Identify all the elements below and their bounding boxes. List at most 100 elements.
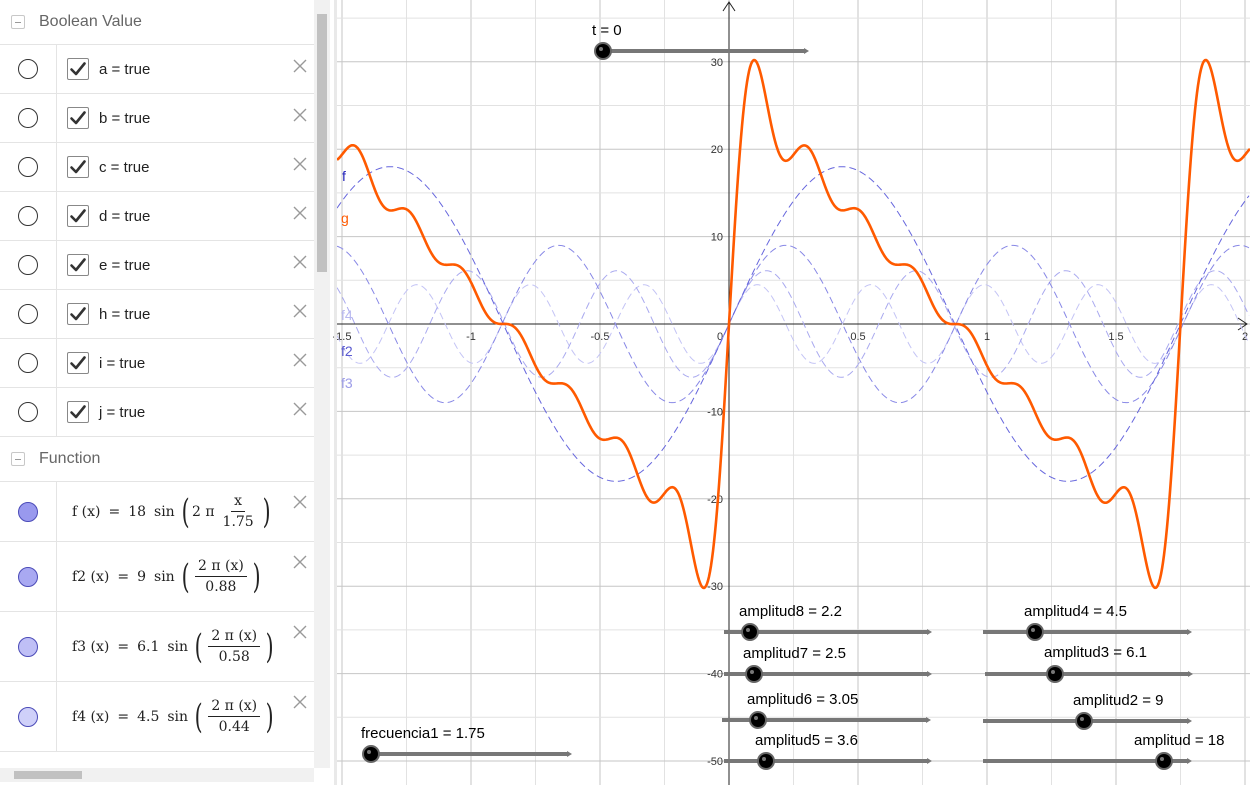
visibility-toggle[interactable] bbox=[0, 45, 57, 93]
boolean-definition[interactable]: i = true bbox=[99, 354, 146, 372]
boolean-definition[interactable]: e = true bbox=[99, 256, 151, 274]
boolean-definition[interactable]: j = true bbox=[99, 403, 146, 421]
slider-arrow-icon bbox=[1188, 671, 1193, 677]
slider-knob-amplitud[interactable] bbox=[1155, 752, 1173, 770]
slider-knob-highlight bbox=[1080, 717, 1084, 721]
sin-operator: sin bbox=[154, 568, 175, 585]
delete-icon[interactable] bbox=[292, 352, 308, 368]
slider-knob-frecuencia1[interactable] bbox=[362, 745, 380, 763]
visibility-toggle[interactable] bbox=[0, 612, 57, 681]
visibility-toggle[interactable] bbox=[0, 143, 57, 191]
checkbox-a[interactable] bbox=[67, 58, 89, 80]
visibility-toggle[interactable] bbox=[0, 482, 57, 541]
delete-icon[interactable] bbox=[292, 107, 308, 123]
delete-icon[interactable] bbox=[292, 554, 308, 570]
visibility-circle-icon[interactable] bbox=[18, 353, 38, 373]
delete-icon[interactable] bbox=[292, 303, 308, 319]
algebra-row-f3[interactable]: f3 (x) = 6.1 sin (2 π (x) 0.58) bbox=[0, 612, 314, 682]
slider-knob-amplitud8[interactable] bbox=[741, 623, 759, 641]
checkbox-i[interactable] bbox=[67, 352, 89, 374]
panel-divider[interactable] bbox=[334, 0, 337, 785]
slider-knob-t[interactable] bbox=[594, 42, 612, 60]
slider-knob-amplitud3[interactable] bbox=[1046, 665, 1064, 683]
close-paren: ) bbox=[262, 491, 271, 532]
visibility-toggle[interactable] bbox=[0, 241, 57, 289]
visibility-circle-icon[interactable] bbox=[18, 402, 38, 422]
visibility-circle-icon[interactable] bbox=[18, 157, 38, 177]
visibility-toggle[interactable] bbox=[0, 290, 57, 338]
algebra-row-b[interactable]: b = true bbox=[0, 94, 314, 143]
visibility-circle-icon[interactable] bbox=[18, 255, 38, 275]
slider-arrow-icon bbox=[926, 717, 931, 723]
checkbox-j[interactable] bbox=[67, 401, 89, 423]
algebra-row-j[interactable]: j = true bbox=[0, 388, 314, 437]
visibility-toggle[interactable] bbox=[0, 192, 57, 240]
delete-icon[interactable] bbox=[292, 205, 308, 221]
delete-icon[interactable] bbox=[292, 401, 308, 417]
algebra-row-d[interactable]: d = true bbox=[0, 192, 314, 241]
two-pi: 2 π bbox=[191, 503, 215, 520]
visibility-toggle[interactable] bbox=[0, 682, 57, 751]
visibility-circle-icon[interactable] bbox=[18, 706, 38, 727]
category-label: Function bbox=[39, 450, 101, 467]
delete-icon[interactable] bbox=[292, 58, 308, 74]
algebra-row-i[interactable]: i = true bbox=[0, 339, 314, 388]
algebra-row-h[interactable]: h = true bbox=[0, 290, 314, 339]
scrollbar-thumb[interactable] bbox=[14, 771, 82, 779]
visibility-circle-icon[interactable] bbox=[18, 206, 38, 226]
visibility-toggle[interactable] bbox=[0, 94, 57, 142]
visibility-toggle[interactable] bbox=[0, 388, 57, 436]
checkbox-d[interactable] bbox=[67, 205, 89, 227]
curve-f[interactable] bbox=[336, 166, 1250, 482]
vertical-scrollbar[interactable] bbox=[314, 0, 330, 768]
category-function[interactable]: Function bbox=[0, 437, 314, 482]
slider-knob-amplitud7[interactable] bbox=[745, 665, 763, 683]
slider-knob-amplitud4[interactable] bbox=[1026, 623, 1044, 641]
curve-g[interactable] bbox=[336, 58, 1250, 590]
delete-icon[interactable] bbox=[292, 494, 308, 510]
slider-knob-amplitud5[interactable] bbox=[757, 752, 775, 770]
algebra-row-c[interactable]: c = true bbox=[0, 143, 314, 192]
collapse-icon[interactable] bbox=[11, 452, 25, 466]
boolean-definition[interactable]: d = true bbox=[99, 207, 151, 225]
visibility-circle-icon[interactable] bbox=[18, 59, 38, 79]
slider-knob-amplitud6[interactable] bbox=[749, 711, 767, 729]
algebra-row-a[interactable]: a = true bbox=[0, 45, 314, 94]
function-definition[interactable]: f4 (x) = 4.5 sin (2 π (x) 0.44) bbox=[72, 698, 276, 735]
delete-icon[interactable] bbox=[292, 624, 308, 640]
algebra-row-e[interactable]: e = true bbox=[0, 241, 314, 290]
checkbox-c[interactable] bbox=[67, 156, 89, 178]
function-definition[interactable]: f2 (x) = 9 sin (2 π (x) 0.88) bbox=[72, 558, 263, 595]
curve-f2[interactable] bbox=[336, 244, 1250, 404]
visibility-circle-icon[interactable] bbox=[18, 108, 38, 128]
boolean-definition[interactable]: a = true bbox=[99, 60, 151, 78]
scrollbar-thumb[interactable] bbox=[317, 14, 327, 272]
function-definition[interactable]: f (x) = 18 sin (2 π x 1.75) bbox=[72, 493, 273, 530]
collapse-icon[interactable] bbox=[11, 15, 25, 29]
algebra-row-f2[interactable]: f2 (x) = 9 sin (2 π (x) 0.88) bbox=[0, 542, 314, 612]
boolean-definition[interactable]: c = true bbox=[99, 158, 150, 176]
visibility-circle-icon[interactable] bbox=[18, 304, 38, 324]
boolean-definition[interactable]: b = true bbox=[99, 109, 151, 127]
slider-knob-amplitud2[interactable] bbox=[1075, 712, 1093, 730]
category-boolean-value[interactable]: Boolean Value bbox=[0, 0, 314, 45]
visibility-toggle[interactable] bbox=[0, 339, 57, 387]
curve-f4[interactable] bbox=[336, 284, 1250, 364]
visibility-circle-icon[interactable] bbox=[18, 566, 38, 587]
delete-icon[interactable] bbox=[292, 156, 308, 172]
checkbox-h[interactable] bbox=[67, 303, 89, 325]
checkbox-b[interactable] bbox=[67, 107, 89, 129]
visibility-circle-icon[interactable] bbox=[18, 501, 38, 522]
function-definition[interactable]: f3 (x) = 6.1 sin (2 π (x) 0.58) bbox=[72, 628, 276, 665]
delete-icon[interactable] bbox=[292, 254, 308, 270]
boolean-definition[interactable]: h = true bbox=[99, 305, 151, 323]
algebra-row-f[interactable]: f (x) = 18 sin (2 π x 1.75) bbox=[0, 482, 314, 542]
visibility-toggle[interactable] bbox=[0, 542, 57, 611]
checkbox-e[interactable] bbox=[67, 254, 89, 276]
delete-icon[interactable] bbox=[292, 694, 308, 710]
algebra-row-f4[interactable]: f4 (x) = 4.5 sin (2 π (x) 0.44) bbox=[0, 682, 314, 752]
horizontal-scrollbar[interactable] bbox=[0, 768, 314, 782]
visibility-circle-icon[interactable] bbox=[18, 636, 38, 657]
